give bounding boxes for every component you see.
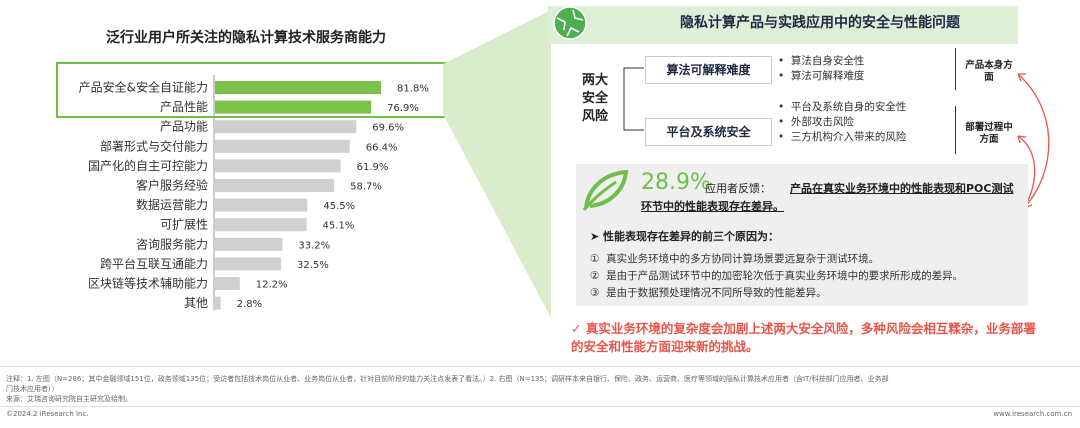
category-label: 可扩展性 xyxy=(160,218,208,232)
reason-item: ② 是由于产品测试环节中的加密轮次低于真实业务环境中的要求所形成的差异。 xyxy=(590,268,963,283)
bar xyxy=(215,139,350,153)
reason-item: ① 真实业务环境中的多方协同计算场景要远复杂于测试环境。 xyxy=(590,251,879,266)
value-label: 66.4% xyxy=(366,142,398,153)
value-label: 45.1% xyxy=(323,221,355,232)
bullet-item: • 算法可解释难度 xyxy=(778,70,865,82)
reason-number: ① xyxy=(590,253,600,265)
feedback-line-1: 产品在真实业务环境中的性能表现和POC测试 xyxy=(790,182,1014,195)
category-label: 数据运营能力 xyxy=(136,197,208,212)
footer-source: 来源：艾瑞咨询研究院自主研究及绘制。 xyxy=(6,395,132,403)
feedback-panel xyxy=(576,164,1028,306)
footer-rule xyxy=(0,366,1080,367)
footer-note-1: 注释：1. 左图（N=286；其中金融领域151位，政务领域135位；受访者包括… xyxy=(6,375,889,383)
bar-chart: 产品安全&安全自证能力 81.8% 产品性能 76.9% 产品功能 69.6% 部署形式与交… xyxy=(79,75,429,311)
bar xyxy=(215,198,308,212)
value-label: 33.2% xyxy=(298,240,330,251)
category-label: 产品性能 xyxy=(160,100,208,114)
category-label: 其他 xyxy=(184,296,208,310)
conclusion-text: 真实业务环境的复杂度会加剧上述两大安全风险，多种风险会相互糅杂，业务部署的安全和… xyxy=(571,321,1036,354)
side-line: 部署过程中 xyxy=(965,122,1013,133)
value-label: 76.9% xyxy=(387,103,419,114)
side-line: 面 xyxy=(984,72,994,83)
category-label: 产品安全&安全自证能力 xyxy=(79,80,208,95)
bar xyxy=(215,120,357,134)
value-label: 69.6% xyxy=(372,123,404,134)
bar xyxy=(215,296,221,310)
bar xyxy=(215,179,335,192)
category-label: 国产化的自主可控能力 xyxy=(88,158,208,173)
value-label: 61.9% xyxy=(357,162,389,173)
reasons-heading: ➤ 性能表现存在差异的前三个原因为： xyxy=(590,230,780,243)
leaf-icon xyxy=(582,169,629,211)
reason-item: ③ 是由于数据预处理情况不同所导致的性能差异。 xyxy=(590,285,827,300)
divider xyxy=(955,48,956,90)
bar xyxy=(215,159,341,173)
bar xyxy=(215,277,240,290)
reason-text: 是由于产品测试环节中的加密轮次低于真实业务环境中的要求所形成的差异。 xyxy=(606,270,964,282)
side-label-deploy: 部署过程中 方面 xyxy=(958,122,1020,146)
value-label: 12.2% xyxy=(256,280,288,291)
risk-label: 两大 安全 风险 xyxy=(573,72,617,126)
bullet-item: • 外部攻击风险 xyxy=(778,116,854,128)
category-label: 跨平台互联互通能力 xyxy=(100,256,208,271)
box2-bullets: • 平台及系统自身的安全性 • 外部攻击风险 • 三方机构介入带来的风险 xyxy=(778,100,906,145)
check-icon: ✓ xyxy=(571,321,582,336)
reason-number: ② xyxy=(590,270,600,282)
value-label: 32.5% xyxy=(297,260,329,271)
feedback-prefix: 应用者反馈： xyxy=(705,182,771,195)
risk-line-2: 安全 xyxy=(581,91,608,106)
bar xyxy=(215,237,283,251)
bullet-item: • 平台及系统自身的安全性 xyxy=(778,101,907,113)
value-label: 45.5% xyxy=(323,201,355,212)
feedback-percent: 28.9% xyxy=(641,170,711,195)
side-line: 产品本身方 xyxy=(965,60,1013,71)
reason-text: 是由于数据预处理情况不同所导致的性能差异。 xyxy=(606,287,827,299)
right-title: 隐私计算产品与实践应用中的安全与性能问题 xyxy=(680,15,960,31)
globe-icon xyxy=(553,6,587,40)
category-label: 咨询服务能力 xyxy=(136,236,208,251)
box-algorithm: 算法可解释难度 xyxy=(645,56,772,84)
footer-website: www.iresearch.com.cn xyxy=(993,410,1072,418)
value-label: 58.7% xyxy=(350,182,382,193)
conclusion-note: ✓ 真实业务环境的复杂度会加剧上述两大安全风险，多种风险会相互糅杂，业务部署的安… xyxy=(571,320,1041,356)
divider xyxy=(955,106,956,154)
bar xyxy=(215,81,382,94)
reason-number: ③ xyxy=(590,287,600,299)
value-label: 2.8% xyxy=(237,299,262,310)
side-line: 方面 xyxy=(979,134,999,145)
footer-copyright: ©2024.2 iResearch Inc. xyxy=(6,410,89,418)
bullet-item: • 三方机构介入带来的风险 xyxy=(778,131,907,143)
bullet-item: • 算法自身安全性 xyxy=(778,55,865,67)
bar xyxy=(215,218,307,232)
risk-bracket xyxy=(623,67,644,131)
box1-bullets: • 算法自身安全性 • 算法可解释难度 xyxy=(778,54,864,84)
footer-note-2: 门技术应用者）） xyxy=(6,385,59,393)
risk-line-3: 风险 xyxy=(581,109,608,124)
category-label: 区块链等技术辅助能力 xyxy=(88,276,208,291)
side-label-product: 产品本身方 面 xyxy=(958,60,1020,84)
value-label: 81.8% xyxy=(397,84,429,95)
box-platform: 平台及系统安全 xyxy=(645,118,772,146)
footer-rule xyxy=(0,406,1080,407)
connector-shape xyxy=(443,10,551,318)
category-label: 产品功能 xyxy=(160,120,208,134)
risk-line-1: 两大 xyxy=(581,73,608,88)
bar xyxy=(215,100,372,114)
right-header xyxy=(548,6,1018,44)
bar xyxy=(215,257,281,271)
chart-title: 泛行业用户所关注的隐私计算技术服务商能力 xyxy=(106,30,386,46)
feedback-line-2: 环节中的性能表现存在差异。 xyxy=(641,200,784,213)
category-label: 客户服务经验 xyxy=(136,178,208,193)
category-label: 部署形式与交付能力 xyxy=(100,138,208,153)
reason-text: 真实业务环境中的多方协同计算场景要远复杂于测试环境。 xyxy=(606,253,880,265)
